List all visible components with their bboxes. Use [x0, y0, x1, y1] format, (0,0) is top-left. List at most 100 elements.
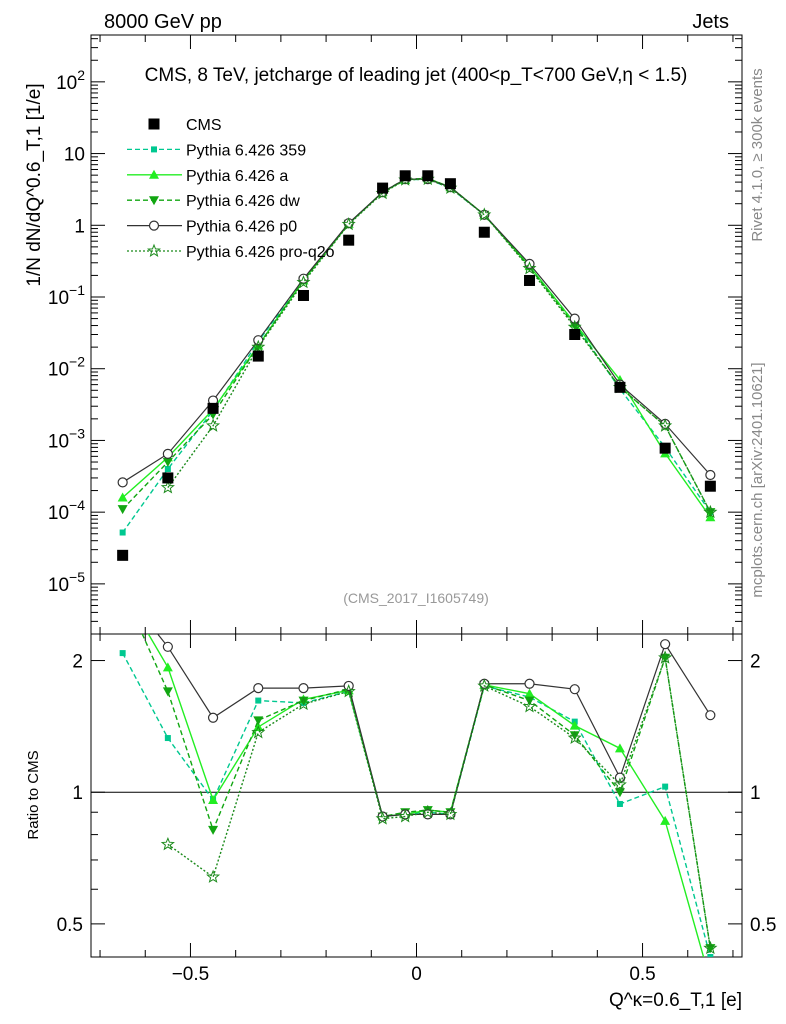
ratio-p0-point	[162, 641, 173, 652]
main-a-point	[117, 492, 128, 502]
ratio-a-point	[614, 743, 625, 753]
ratio-proq2o-point	[443, 807, 458, 821]
ratio-proq2o-point	[398, 809, 413, 823]
main-proq2o-point	[251, 339, 266, 354]
energy-label: 8000 GeV pp	[104, 11, 222, 33]
main-cms-point	[399, 170, 411, 182]
main-cms-point	[162, 472, 174, 484]
legend: CMS Pythia 6.426 359 Pythia 6.426 a Pythia …	[127, 117, 335, 261]
ratio-proq2o-point	[612, 777, 627, 791]
main-y-axis-title: 1/N dN/dQ^0.6_T,1 [1/e]	[24, 83, 45, 286]
main-p0-point	[569, 313, 580, 324]
ratio-p359-point	[255, 697, 262, 704]
main-proq2o-point	[522, 261, 537, 275]
main-y-tick-label: 10	[64, 145, 85, 166]
ratio-proq2o-point	[522, 699, 537, 713]
legend-marker	[149, 169, 159, 179]
ratio-y-tick-label: 0.5	[57, 915, 83, 936]
main-cms-point	[207, 402, 219, 414]
ratio-proq2o-point	[341, 684, 356, 698]
legend-entry-p359: Pythia 6.426 359	[127, 142, 306, 159]
main-y-tick-label: 10−2	[48, 354, 85, 381]
main-cms-point	[377, 182, 389, 194]
main-cms-point	[478, 226, 490, 238]
main-cms-point	[297, 289, 309, 301]
ratio-y-axis-title: Ratio to CMS	[25, 750, 42, 839]
x-tick-label: 0.5	[629, 964, 655, 985]
legend-entry-dw: Pythia 6.426 dw	[127, 193, 300, 210]
ratio-dw-point	[208, 825, 219, 835]
main-y-tick-label: 10−4	[48, 497, 85, 524]
x-tick-label: 0	[411, 964, 422, 985]
legend-marker	[147, 243, 161, 258]
main-cms-point	[444, 178, 456, 190]
main-y-tick-label: 10−3	[48, 425, 85, 452]
ratio-dw-point	[253, 716, 264, 726]
ratio-y-tick-label-right: 1	[750, 783, 761, 804]
ratio-p0-point	[705, 710, 716, 721]
main-proq2o-line	[167, 178, 711, 513]
main-cms-point	[614, 381, 626, 393]
main-p0-point	[117, 477, 128, 488]
main-cms-point	[117, 549, 129, 561]
ratio-proq2o-point	[420, 804, 435, 819]
legend-label: Pythia 6.426 dw	[186, 193, 300, 210]
category-label: Jets	[692, 11, 729, 33]
ratio-p359-point	[164, 735, 171, 742]
ratio-proq2o-point	[375, 811, 390, 825]
main-p359-point	[119, 529, 126, 536]
ratio-proq2o-group	[160, 650, 718, 955]
ratio-p0-point	[524, 678, 535, 689]
ratio-proq2o-point	[703, 940, 718, 955]
main-cms-point	[252, 350, 264, 362]
ratio-dw-line	[141, 634, 712, 949]
ratio-dw-point	[162, 687, 173, 697]
ratio-a-point	[208, 794, 219, 804]
x-tick-label: −0.5	[172, 964, 210, 985]
main-y-tick-label: 1	[74, 216, 85, 237]
ratio-panel: −0.5 0 0.5 0.5 0.5 1 1 2 2	[57, 633, 776, 985]
main-cms-group	[117, 170, 716, 561]
ratio-p0-point	[207, 712, 219, 723]
ratio-p0-point	[253, 682, 264, 694]
ratio-p359-point	[707, 954, 714, 957]
legend-marker	[148, 220, 160, 231]
legend-marker	[148, 118, 160, 130]
ratio-proq2o-point	[206, 869, 221, 883]
legend-label: Pythia 6.426 p0	[186, 219, 297, 236]
main-cms-point	[524, 274, 536, 286]
ratio-p0-point	[298, 682, 309, 694]
ratio-a-line	[147, 634, 705, 957]
x-axis-title: Q^κ=0.6_T,1 [e]	[609, 990, 742, 1011]
rivet-label: Rivet 4.1.0, ≥ 300k events	[749, 68, 766, 241]
ratio-proq2o-point	[160, 836, 175, 851]
legend-marker	[149, 196, 159, 206]
main-dw-point	[162, 458, 173, 468]
main-y-tick-label: 10−5	[48, 569, 85, 596]
ratio-dw-point	[614, 788, 625, 798]
main-cms-point	[422, 170, 434, 182]
ratio-proq2o-point	[251, 725, 266, 739]
main-p0-point	[162, 448, 173, 459]
ratio-proq2o-point	[477, 678, 492, 692]
ratio-proq2o-point	[658, 650, 673, 664]
main-cms-point	[704, 480, 716, 492]
ratio-p359-line	[122, 652, 712, 957]
main-y-tick-label: 102	[56, 67, 85, 94]
plot-title: CMS, 8 TeV, jetcharge of leading jet (40…	[145, 65, 688, 86]
ratio-y-tick-label: 2	[72, 652, 83, 673]
main-y-tick-label: 10−1	[48, 282, 85, 309]
main-proq2o-point	[296, 275, 311, 289]
main-proq2o-point	[341, 217, 356, 231]
ratio-a-point	[162, 662, 173, 672]
main-cms-point	[343, 234, 355, 246]
legend-entry-p0: Pythia 6.426 p0	[127, 219, 297, 236]
legend-entry-a: Pythia 6.426 a	[127, 168, 288, 185]
legend-label: Pythia 6.426 359	[186, 142, 306, 159]
analysis-watermark: (CMS_2017_I1605749)	[343, 590, 489, 606]
ratio-y-tick-label-right: 2	[750, 652, 761, 673]
ratio-proq2o-line	[167, 657, 712, 949]
legend-label: Pythia 6.426 pro-q2o	[186, 244, 335, 261]
